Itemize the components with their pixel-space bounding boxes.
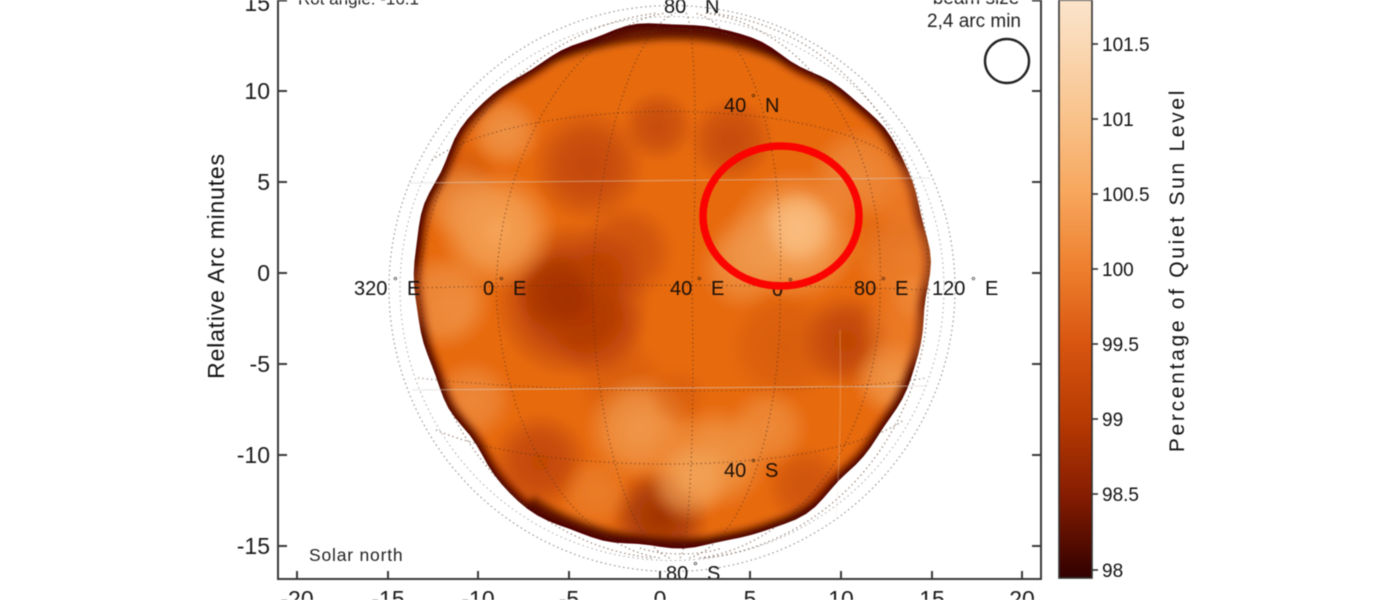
svg-text:-5: -5 (250, 351, 270, 377)
svg-text:15: 15 (244, 0, 270, 16)
svg-text:0: 0 (772, 279, 783, 301)
svg-text:-10: -10 (237, 442, 270, 468)
svg-text:80: 80 (854, 278, 876, 300)
svg-text:120: 120 (932, 278, 965, 300)
svg-text:-5: -5 (559, 586, 579, 600)
svg-text:°: ° (751, 91, 756, 105)
svg-text:E: E (895, 278, 908, 300)
svg-text:40: 40 (670, 278, 692, 300)
svg-text:°: ° (499, 274, 504, 288)
svg-text:°: ° (697, 274, 702, 288)
svg-text:2,4 arc min: 2,4 arc min (927, 11, 1021, 32)
svg-text:S: S (707, 563, 720, 585)
svg-text:beam size: beam size (933, 0, 1020, 9)
svg-text:E: E (985, 278, 998, 300)
svg-text:101.5: 101.5 (1102, 35, 1150, 56)
svg-text:101: 101 (1102, 110, 1134, 131)
svg-text:E: E (711, 278, 724, 300)
svg-text:Percentage of Quiet Sun Level: Percentage of Quiet Sun Level (1166, 88, 1189, 452)
svg-text:°: ° (693, 559, 698, 573)
svg-text:E: E (407, 278, 420, 300)
svg-text:-20: -20 (280, 586, 313, 600)
svg-text:-15: -15 (237, 533, 270, 559)
svg-text:0: 0 (483, 278, 494, 300)
svg-text:Relative Arc minutes: Relative Arc minutes (203, 153, 229, 379)
svg-text:-15: -15 (371, 586, 404, 600)
svg-text:5: 5 (744, 586, 757, 600)
svg-text:5: 5 (257, 169, 270, 195)
svg-text:Solar north: Solar north (309, 545, 403, 565)
svg-text:°: ° (691, 0, 696, 6)
svg-text:°: ° (751, 456, 756, 470)
svg-text:N: N (765, 95, 779, 117)
svg-text:40: 40 (724, 95, 746, 117)
svg-text:98: 98 (1102, 561, 1123, 582)
svg-text:320: 320 (354, 278, 387, 300)
svg-text:10: 10 (244, 78, 270, 104)
svg-text:98.5: 98.5 (1102, 485, 1139, 506)
svg-text:S: S (765, 460, 778, 482)
svg-text:Rot angle: -16.1: Rot angle: -16.1 (298, 0, 419, 9)
svg-text:20: 20 (1009, 586, 1035, 600)
svg-text:15: 15 (919, 586, 945, 600)
svg-text:-10: -10 (461, 586, 494, 600)
svg-text:40: 40 (724, 460, 746, 482)
svg-text:80: 80 (666, 563, 688, 585)
svg-text:100.5: 100.5 (1102, 185, 1150, 206)
svg-text:N: N (705, 0, 719, 18)
svg-text:°: ° (393, 274, 398, 288)
svg-text:10: 10 (828, 586, 854, 600)
svg-text:100: 100 (1102, 260, 1134, 281)
svg-text:°: ° (971, 274, 976, 288)
svg-text:0: 0 (257, 260, 270, 286)
svg-text:E: E (513, 278, 526, 300)
svg-text:°: ° (881, 274, 886, 288)
svg-text:99: 99 (1102, 410, 1123, 431)
svg-text:99.5: 99.5 (1102, 335, 1139, 356)
svg-text:0: 0 (654, 586, 667, 600)
svg-text:80: 80 (664, 0, 686, 18)
